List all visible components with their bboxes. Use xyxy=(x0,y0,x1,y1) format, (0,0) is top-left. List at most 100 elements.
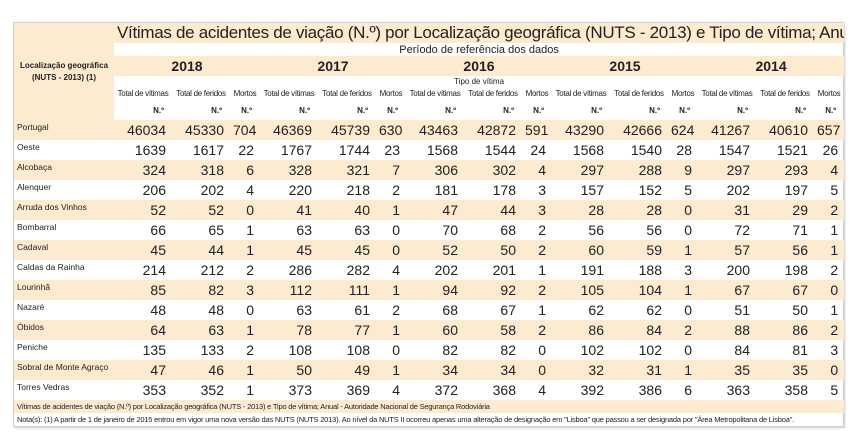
location-header-label: Localização geográfica xyxy=(19,60,109,70)
cell-value: 35 xyxy=(734,362,750,378)
cell-value: 318 xyxy=(200,162,224,178)
cell-value: 49 xyxy=(354,362,370,378)
cell-value: 85 xyxy=(150,282,166,298)
cell-value: 32 xyxy=(588,362,604,378)
cell-value: 44 xyxy=(500,202,516,218)
cell-value: 60 xyxy=(442,322,458,338)
cell-value: 2 xyxy=(538,242,546,258)
cell-value: 61 xyxy=(354,302,370,318)
cell-value: 62 xyxy=(588,302,604,318)
cell-value: 68 xyxy=(442,302,458,318)
row-location: Sobral de Monte Agraço xyxy=(17,362,109,372)
row-location: Arruda dos Vinhos xyxy=(17,202,87,212)
cell-value: 178 xyxy=(492,182,516,198)
location-header-sub: (NUTS - 2013) (1) xyxy=(31,72,96,82)
cell-value: 72 xyxy=(734,222,750,238)
cell-value: 302 xyxy=(492,162,516,178)
cell-value: 191 xyxy=(580,262,604,278)
table-row: Portugal 46034 45330 704 46369 45739 630 43463 4… xyxy=(14,120,845,140)
cell-value: 386 xyxy=(638,382,662,398)
cell-value: 6 xyxy=(246,162,254,178)
cell-value: 214 xyxy=(142,262,166,278)
cell-value: 0 xyxy=(392,342,400,358)
cell-value: 70 xyxy=(442,222,458,238)
cell-value: 102 xyxy=(580,342,604,358)
column-header: Total de feridos xyxy=(468,88,518,98)
cell-value: 82 xyxy=(208,282,224,298)
cell-value: 82 xyxy=(442,342,458,358)
row-location: Cadaval xyxy=(17,242,49,252)
unit-label: N.º xyxy=(241,105,252,115)
cell-value: 1 xyxy=(830,222,839,238)
unit-label: N.º xyxy=(825,105,837,115)
cell-value: 135 xyxy=(142,342,166,358)
cell-value: 41267 xyxy=(711,122,750,138)
cell-value: 2 xyxy=(830,262,839,278)
cell-value: 4 xyxy=(392,382,400,398)
unit-label: N.º xyxy=(357,105,368,115)
cell-value: 63 xyxy=(354,222,370,238)
cell-value: 9 xyxy=(684,162,692,178)
cell-value: 5 xyxy=(830,182,839,198)
cell-value: 22 xyxy=(238,142,254,158)
cell-value: 3 xyxy=(538,202,546,218)
table-row: Nazaré 48 48 0 63 61 2 68 67 1 62 62 0 51 50 1 xyxy=(14,300,844,320)
cell-value: 42666 xyxy=(623,122,662,138)
row-location: Portugal xyxy=(17,122,49,132)
cell-value: 297 xyxy=(726,162,750,178)
cell-value: 1 xyxy=(830,242,839,258)
unit-label: N.º xyxy=(387,105,398,115)
cell-value: 0 xyxy=(684,302,692,318)
cell-value: 4 xyxy=(538,162,546,178)
cell-value: 0 xyxy=(830,282,839,298)
row-location: Lourinhã xyxy=(17,282,51,292)
cell-value: 58 xyxy=(500,322,516,338)
cell-value: 52 xyxy=(442,242,458,258)
cell-value: 4 xyxy=(246,182,254,198)
row-location: Óbidos xyxy=(17,322,44,332)
column-header: Total de vítimas xyxy=(117,88,169,98)
cell-value: 202 xyxy=(434,262,458,278)
cell-value: 1 xyxy=(684,362,692,378)
cell-value: 45330 xyxy=(185,122,224,138)
cell-value: 102 xyxy=(638,342,662,358)
cell-value: 1 xyxy=(246,222,254,238)
cell-value: 369 xyxy=(346,382,370,398)
column-header: Total de feridos xyxy=(760,88,810,98)
cell-value: 1544 xyxy=(484,142,516,158)
cell-value: 104 xyxy=(638,282,662,298)
cell-value: 1521 xyxy=(776,142,808,158)
cell-value: 188 xyxy=(638,262,662,278)
cell-value: 2 xyxy=(830,202,839,218)
cell-value: 1617 xyxy=(192,142,224,158)
cell-value: 7 xyxy=(392,162,400,178)
cell-value: 63 xyxy=(296,302,312,318)
cell-value: 112 xyxy=(289,282,312,298)
cell-value: 45 xyxy=(354,242,370,258)
cell-value: 46034 xyxy=(127,122,166,138)
cell-value: 293 xyxy=(784,162,808,178)
cell-value: 46369 xyxy=(273,122,312,138)
cell-value: 52 xyxy=(208,202,224,218)
row-location: Peniche xyxy=(17,342,48,352)
cell-value: 108 xyxy=(288,342,312,358)
cell-value: 0 xyxy=(684,222,692,238)
column-header: Total de feridos xyxy=(176,88,226,98)
unit-label: N.º xyxy=(591,105,602,115)
cell-value: 3 xyxy=(684,262,692,278)
cell-value: 0 xyxy=(830,362,839,378)
cell-value: 43463 xyxy=(419,122,458,138)
cell-value: 6 xyxy=(684,382,692,398)
cell-value: 2 xyxy=(392,182,400,198)
cell-value: 4 xyxy=(538,382,546,398)
column-header: Total de vítimas xyxy=(701,88,753,98)
column-header: Total de vítimas xyxy=(263,88,315,98)
cell-value: 66 xyxy=(150,222,166,238)
cell-value: 202 xyxy=(200,182,224,198)
source-line: Vítimas de acidentes de viação (N.º) por… xyxy=(17,402,490,411)
cell-value: 1 xyxy=(538,262,546,278)
cell-value: 321 xyxy=(346,162,370,178)
cell-value: 1 xyxy=(246,242,254,258)
cell-value: 92 xyxy=(500,282,516,298)
cell-value: 657 xyxy=(817,122,841,138)
